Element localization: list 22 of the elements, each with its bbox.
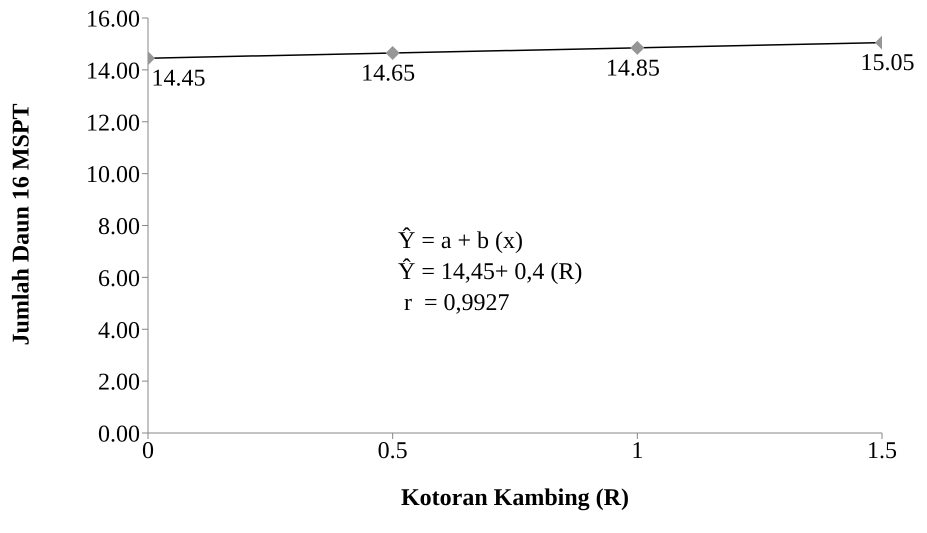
y-tick-label: 4.00: [98, 318, 140, 344]
x-axis-title: Kotoran Kambing (R): [401, 485, 629, 511]
data-label: 14.45: [151, 66, 206, 92]
x-tick-label: 1: [631, 438, 644, 464]
data-label: 14.65: [361, 60, 416, 86]
y-tick-label: 14.00: [86, 58, 140, 84]
x-tick-label: 1.5: [867, 438, 897, 464]
y-tick-label: 16.00: [86, 6, 140, 33]
y-tick-label: 10.00: [86, 162, 140, 188]
y-tick-label: 6.00: [98, 266, 140, 292]
y-tick-label: 0.00: [98, 422, 140, 448]
y-axis-title: Jumlah Daun 16 MSPT: [8, 103, 35, 346]
annotation: Ŷ = 14,45+ 0,4 (R): [398, 257, 582, 287]
x-tick-label: 0.5: [378, 438, 408, 464]
y-tick-label: 2.00: [98, 370, 140, 396]
y-tick-label: 12.00: [86, 110, 140, 136]
data-label: 15.05: [860, 50, 914, 76]
y-tick-label: 8.00: [98, 214, 140, 240]
data-label: 14.85: [606, 55, 660, 82]
annotation: Ŷ = a + b (x): [398, 226, 524, 256]
annotation: r = 0,9927: [403, 289, 511, 318]
x-tick-label: 0: [142, 438, 154, 464]
